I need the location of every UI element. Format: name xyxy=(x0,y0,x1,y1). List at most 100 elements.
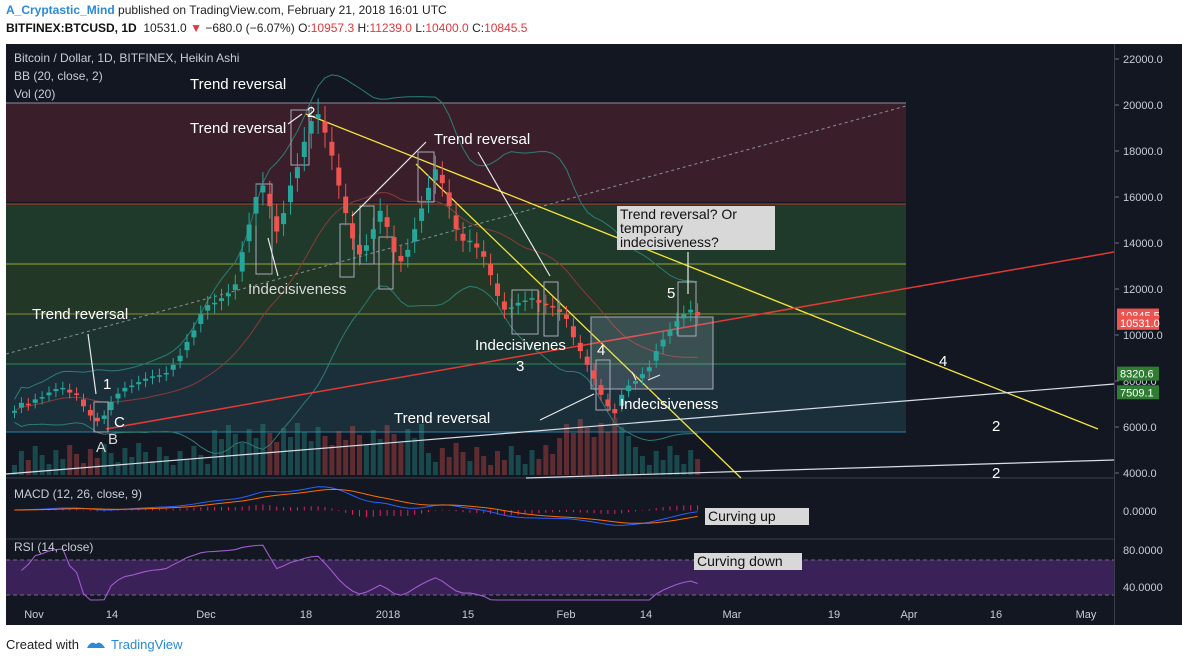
macd-histogram-bar xyxy=(414,510,416,515)
macd-histogram-bar xyxy=(407,510,409,516)
volume-bar xyxy=(550,454,556,475)
ohlc-line: BITFINEX:BTCUSD, 1D 10531.0 ▼ −680.0 (−6… xyxy=(6,21,527,35)
candle-body xyxy=(143,378,149,381)
candle-body xyxy=(101,415,107,419)
candle-body xyxy=(453,215,459,230)
volume-bar xyxy=(357,435,362,475)
volume-bar xyxy=(274,442,280,475)
volume-bar xyxy=(605,432,611,475)
volume-bar xyxy=(432,462,438,475)
time-tick-label: Nov xyxy=(24,609,44,621)
macd-histogram-bar xyxy=(524,510,526,515)
candle-body xyxy=(626,385,632,392)
volume-bar xyxy=(301,432,307,475)
candle-body xyxy=(446,192,452,207)
candle-body xyxy=(81,399,86,407)
candle-body xyxy=(67,389,73,393)
candle-body xyxy=(439,174,445,184)
volume-bar xyxy=(598,423,604,475)
candle-body xyxy=(94,417,100,422)
volume-bar xyxy=(39,455,45,475)
volume-bar xyxy=(253,438,259,475)
volume-bar xyxy=(681,464,687,475)
volume-bar xyxy=(626,436,632,475)
macd-histogram-bar xyxy=(110,510,112,512)
candle-body xyxy=(363,245,369,251)
volume-bar xyxy=(695,459,701,475)
candle-body xyxy=(405,249,411,257)
volume-bar xyxy=(108,453,114,475)
macd-legend: MACD (12, 26, close, 9) xyxy=(14,487,142,501)
time-tick-label: 19 xyxy=(828,609,840,621)
volume-bar xyxy=(329,445,335,475)
time-axis-svg: Nov 14 Dec 18 2018 15 Feb 14 Mar 19 Apr 16 May xyxy=(24,609,1097,621)
macd-histogram-bar xyxy=(662,507,664,511)
volume-bar xyxy=(391,434,397,475)
macd-histogram-bar xyxy=(510,510,512,516)
volume-bar xyxy=(495,451,500,475)
macd-histogram-bar xyxy=(296,507,298,511)
candle-body xyxy=(605,399,611,407)
highlight-box xyxy=(93,401,109,433)
note-indecisiveness: Indecisivenes xyxy=(475,337,566,354)
tradingview-link[interactable]: TradingView xyxy=(110,637,183,652)
macd-histogram-bar xyxy=(586,510,588,513)
volume-bar xyxy=(522,464,528,475)
candle-body xyxy=(122,387,128,392)
candle-body xyxy=(53,389,59,392)
note-trend-reversal: Trend reversal xyxy=(394,410,490,427)
time-tick-label: Mar xyxy=(723,609,742,621)
price-tick-label: 4000.0 xyxy=(1123,468,1157,480)
pane-legends: Bitcoin / Dollar, 1D, BITFINEX, Heikin A… xyxy=(14,51,239,554)
question-line: indecisiveness? xyxy=(620,234,719,250)
chart-area[interactable]: Trend reversal Trend reversal Trend reve… xyxy=(6,44,1114,603)
volume-bar xyxy=(577,419,583,475)
last-price: 10531.0 xyxy=(143,21,187,35)
published-info: published on TradingView.com, February 2… xyxy=(118,3,447,17)
volume-bar xyxy=(170,465,176,475)
volume-bar xyxy=(212,430,218,475)
time-tick-label: 16 xyxy=(990,609,1002,621)
close-label: C: xyxy=(472,21,485,35)
macd-histogram-bar xyxy=(158,508,160,511)
price-axis[interactable]: 22000.0 20000.0 18000.0 16000.0 14000.0 12000… xyxy=(1114,44,1182,603)
candle-body xyxy=(481,251,487,257)
price-label-badge xyxy=(1117,315,1159,330)
candle-body xyxy=(288,185,293,203)
candle-body xyxy=(529,298,535,300)
candle-body xyxy=(239,252,245,272)
macd-histogram-bar xyxy=(262,504,264,511)
volume-bar xyxy=(660,460,666,475)
high-label: H: xyxy=(357,21,370,35)
white-trendline-lower xyxy=(525,459,1114,479)
wave-label: A xyxy=(96,439,106,456)
volume-bar xyxy=(322,436,328,475)
rsi-legend: RSI (14, close) xyxy=(14,540,93,554)
macd-histogram-bar xyxy=(276,506,278,511)
macd-histogram-bar xyxy=(131,509,133,511)
macd-histogram-bar xyxy=(621,510,623,514)
volume-bar xyxy=(639,456,645,475)
author-link[interactable]: A_Cryptastic_Mind xyxy=(6,3,115,17)
red-trendline xyxy=(105,251,1114,430)
candle-body xyxy=(274,216,280,232)
volume-bar xyxy=(384,425,390,475)
time-axis[interactable]: Nov 14 Dec 18 2018 15 Feb 14 Mar 19 Apr 16 May xyxy=(6,603,1114,625)
macd-histogram-bar xyxy=(566,510,567,512)
yellow-trendline-upper xyxy=(305,113,1099,430)
curving-up-box xyxy=(705,508,809,525)
volume-bar xyxy=(584,428,590,475)
macd-histogram-bar xyxy=(614,510,616,515)
macd-histogram-bar xyxy=(400,510,402,517)
volume-bar xyxy=(446,457,452,475)
volume-bar xyxy=(646,465,652,475)
candle-body xyxy=(660,339,666,347)
volume-bar xyxy=(564,424,569,475)
wave-label: 2 xyxy=(992,418,1000,435)
volume-bar xyxy=(536,459,542,475)
macd-histogram-bar xyxy=(179,508,181,511)
price-tick-label: 18000.0 xyxy=(1123,146,1163,158)
macd-histogram-bar xyxy=(462,510,464,513)
macd-histogram-bar xyxy=(241,506,243,511)
time-tick-label: 14 xyxy=(106,609,118,621)
